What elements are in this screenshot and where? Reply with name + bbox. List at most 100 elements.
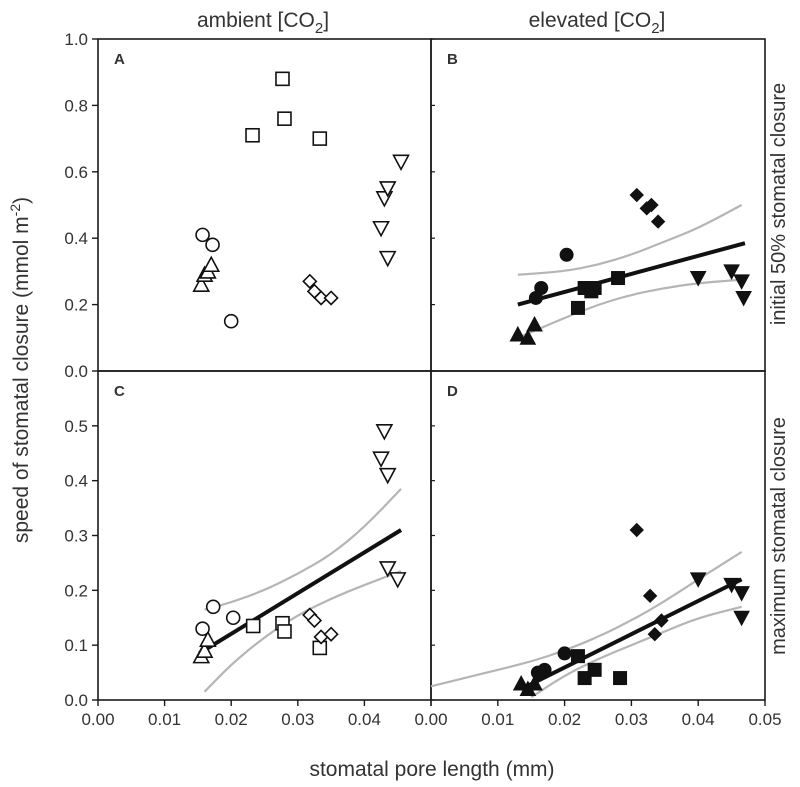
panel-letter: C [114, 383, 125, 400]
panel-letter: D [447, 383, 458, 400]
data-point [245, 618, 261, 634]
data-point [205, 599, 221, 615]
data-point [199, 630, 217, 647]
series-triangle-up [192, 255, 221, 292]
y-tick-label: 0.8 [64, 96, 88, 115]
data-point [526, 315, 543, 332]
data-point [629, 522, 644, 538]
x-tick-label: 0.03 [615, 710, 648, 729]
panel-B: B [430, 38, 766, 372]
series-diamond [629, 522, 669, 642]
y-tick-label: 0.4 [64, 472, 88, 491]
confidence-band-upper [517, 204, 743, 276]
series-triangle-down [689, 264, 752, 307]
data-point [611, 271, 626, 286]
series-triangle-up [509, 315, 543, 345]
x-tick-label: 0.02 [548, 710, 581, 729]
data-point [225, 610, 241, 626]
data-point [723, 264, 740, 280]
regression-line [517, 241, 746, 307]
panel-letter: A [114, 51, 125, 68]
x-tick-label: 0.01 [148, 710, 181, 729]
data-point [570, 300, 585, 315]
series-triangle-down [372, 424, 407, 589]
data-point [378, 561, 397, 578]
data-point [306, 612, 323, 629]
y-axis-label: speed of stomatal closure (mmol m-2) [7, 197, 33, 543]
panel-frame [430, 38, 766, 372]
data-point [277, 111, 292, 126]
series-circle [528, 247, 574, 305]
data-point [302, 273, 318, 289]
panel-A: A 0.0 0.2 0.4 0.6 0.8 1.0 [64, 30, 432, 381]
y-tick-label: 0.3 [64, 527, 88, 546]
series-diamond [302, 607, 339, 645]
data-point [312, 131, 328, 146]
column-title-elevated: elevated [CO2] [529, 9, 666, 37]
y-tick-label: 0.0 [64, 691, 88, 710]
data-point [613, 671, 628, 686]
data-point [275, 71, 290, 87]
x-tick-label: 0.05 [748, 710, 781, 729]
data-point [313, 290, 329, 306]
series-square [245, 615, 328, 656]
data-point [689, 271, 707, 287]
data-point [223, 313, 239, 329]
y-tick-label: 0.0 [64, 362, 88, 381]
panel-frame [97, 38, 432, 372]
x-tick-label: 0.03 [281, 710, 314, 729]
panel-C: C 0.0 0.1 0.2 0.3 0.4 0.5 0.00 0.01 0.02 0.03 0.04 [64, 370, 432, 729]
data-point [644, 197, 659, 213]
data-point [323, 290, 339, 306]
regression-line [520, 577, 743, 691]
x-tick-label: 0.04 [682, 710, 715, 729]
series-triangle-down [372, 154, 410, 268]
confidence-band-lower [530, 605, 742, 699]
x-tick-label: 0.04 [348, 710, 381, 729]
data-point [372, 451, 390, 468]
data-point [519, 329, 537, 345]
data-point [312, 640, 328, 656]
data-point [689, 572, 707, 588]
series-diamond [302, 273, 339, 306]
data-point [534, 281, 549, 295]
series-square [570, 271, 626, 315]
row-label-maximum: maximum stomatal closure [768, 417, 790, 655]
data-point [733, 274, 750, 290]
x-tick-label: 0.02 [215, 710, 248, 729]
series-circle [195, 227, 239, 329]
panel-letter: B [447, 51, 458, 68]
panel-frame [97, 370, 432, 701]
data-point [654, 613, 669, 628]
data-point [195, 621, 210, 637]
data-point [245, 127, 260, 143]
row-label-initial: initial 50% stomatal closure [768, 83, 790, 325]
data-point [323, 626, 339, 642]
data-point [733, 610, 750, 627]
data-point [195, 227, 210, 243]
y-tick-label: 0.6 [64, 163, 88, 182]
data-point [192, 275, 211, 292]
data-point [372, 220, 390, 238]
data-point [392, 154, 410, 172]
x-tick-label: 0.00 [414, 710, 447, 729]
data-point [526, 674, 543, 691]
panels: A 0.0 0.2 0.4 0.6 0.8 1.0 B C 0.0 0.1 0.2 0.3 0.4 0.5 0… [64, 30, 781, 729]
data-point [537, 662, 552, 677]
data-point [375, 424, 394, 441]
series-triangle-up [192, 630, 217, 664]
data-point [202, 255, 221, 273]
data-point [559, 247, 574, 262]
series-circle [195, 599, 241, 637]
data-point [587, 281, 602, 295]
y-tick-label: 0.1 [64, 636, 88, 655]
data-point [378, 467, 397, 485]
x-axis-label: stomatal pore length (mm) [309, 758, 554, 781]
regression-line [198, 528, 403, 656]
panel-D: D 0.00 0.01 0.02 0.03 0.04 0.05 [414, 370, 782, 729]
data-point [723, 577, 740, 594]
y-tick-label: 1.0 [64, 30, 88, 49]
data-point [587, 662, 602, 677]
column-title-ambient: ambient [CO2] [197, 9, 329, 37]
